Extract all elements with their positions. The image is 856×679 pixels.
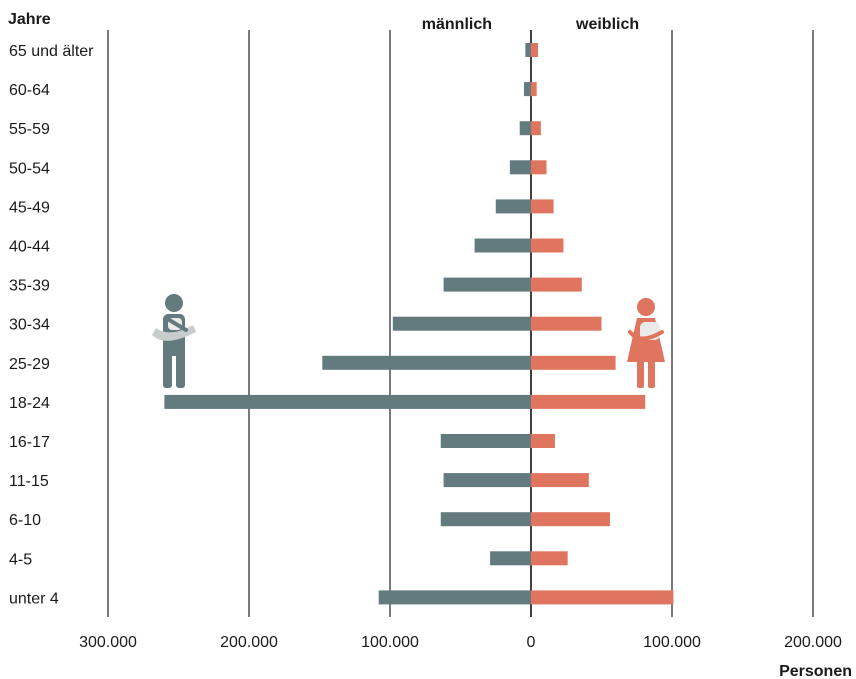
bar-female xyxy=(531,473,589,488)
x-tick-label: 300.000 xyxy=(79,634,137,651)
category-label: 18-24 xyxy=(9,395,50,412)
category-labels: 65 und älter 60-64 55-59 50-54 45-49 40-44 35-… xyxy=(9,43,94,607)
bar-female xyxy=(531,238,564,253)
series-label-male: männlich xyxy=(422,16,492,33)
category-label: 6-10 xyxy=(9,512,41,529)
category-label: 30-34 xyxy=(9,317,50,334)
bar-male xyxy=(474,238,531,253)
bar-male xyxy=(164,394,531,409)
bar-female xyxy=(531,277,582,292)
bar-male xyxy=(490,551,531,566)
bar-male xyxy=(519,121,531,136)
woman-with-baby-icon xyxy=(627,298,665,388)
bar-female xyxy=(531,394,646,409)
x-tick-label: 200.000 xyxy=(784,634,842,651)
bar-male xyxy=(523,82,531,97)
category-label: 35-39 xyxy=(9,278,50,295)
x-tick-label: 100.000 xyxy=(643,634,701,651)
y-axis-title: Jahre xyxy=(8,11,51,28)
category-label: unter 4 xyxy=(9,590,59,607)
x-axis-title: Personen xyxy=(779,663,852,679)
x-tick-label: 0 xyxy=(527,634,536,651)
bar-male xyxy=(322,355,531,370)
bar-male xyxy=(495,199,531,214)
bar-female xyxy=(531,434,555,448)
bar-female xyxy=(531,82,537,97)
bar-female xyxy=(531,160,547,175)
bar-male xyxy=(509,160,531,175)
bar-male xyxy=(440,434,531,448)
x-tick-label: 200.000 xyxy=(220,634,278,651)
bar-male xyxy=(525,43,531,57)
category-label: 4-5 xyxy=(9,551,32,568)
category-label: 25-29 xyxy=(9,356,50,373)
series-label-female: weiblich xyxy=(575,16,639,33)
category-label: 65 und älter xyxy=(9,43,94,60)
bar-male xyxy=(440,512,531,527)
bar-female xyxy=(531,551,568,566)
category-label: 40-44 xyxy=(9,239,50,256)
bar-male xyxy=(443,473,531,488)
category-label: 60-64 xyxy=(9,82,50,99)
bar-female xyxy=(531,590,674,605)
bar-female xyxy=(531,512,610,527)
bars xyxy=(164,43,674,605)
bar-female xyxy=(531,121,541,136)
bar-male xyxy=(443,277,531,292)
bar-female xyxy=(531,43,539,57)
category-label: 11-15 xyxy=(9,473,49,490)
x-tick-labels: 300.000 200.000 100.000 0 100.000 200.000 xyxy=(79,634,842,651)
x-tick-label: 100.000 xyxy=(361,634,419,651)
category-label: 16-17 xyxy=(9,434,50,451)
bar-male xyxy=(392,316,531,331)
man-with-baby-icon xyxy=(152,294,196,388)
category-label: 50-54 xyxy=(9,160,50,177)
bar-male xyxy=(378,590,531,605)
category-label: 55-59 xyxy=(9,121,50,138)
bar-female xyxy=(531,199,554,214)
bar-female xyxy=(531,316,602,331)
bar-female xyxy=(531,355,616,370)
category-label: 45-49 xyxy=(9,199,50,216)
